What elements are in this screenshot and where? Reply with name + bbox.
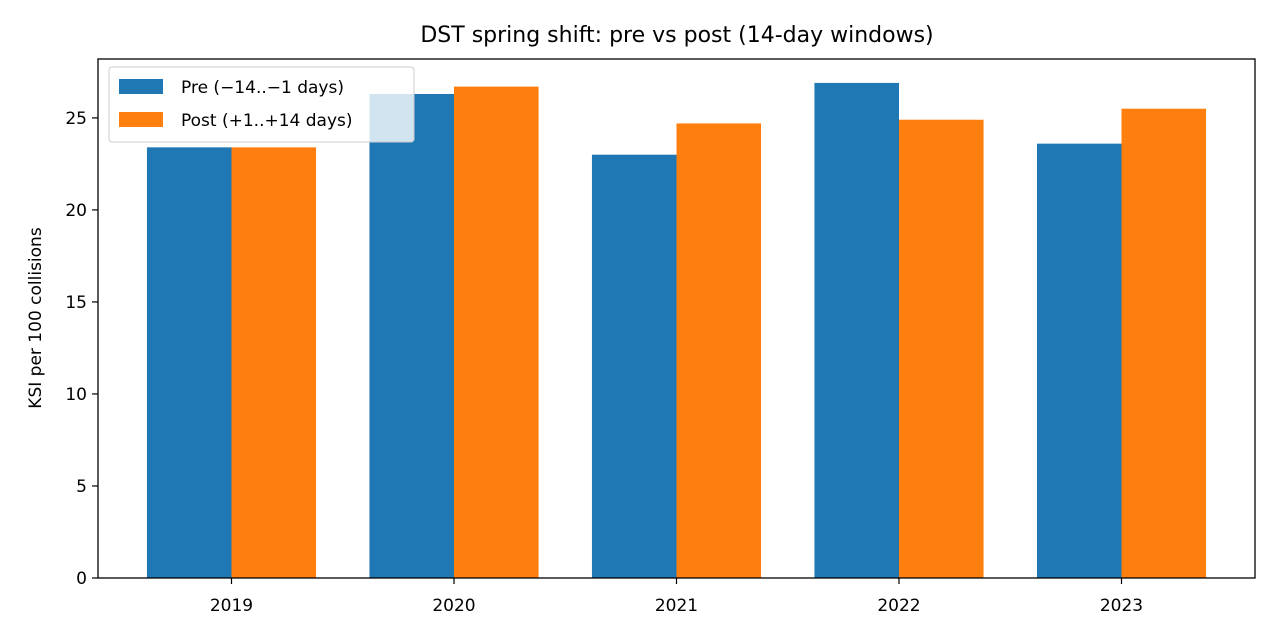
bars-group [146, 82, 1207, 579]
y-tick-label: 25 [65, 109, 87, 129]
legend-frame [108, 66, 415, 143]
x-tick-label: 2019 [210, 596, 253, 616]
plot-frame [97, 58, 1256, 579]
bar-pre-2019 [146, 147, 232, 578]
y-tick-label: 20 [65, 201, 87, 221]
legend: Pre (−14..−1 days) Post (+1..+14 days) [108, 66, 415, 143]
bar-post-2021 [676, 123, 762, 579]
x-axis: 2019 2020 2021 2022 2023 [210, 578, 1143, 616]
x-tick-label: 2023 [1100, 596, 1143, 616]
bar-pre-2021 [591, 154, 677, 578]
bar-post-2019 [231, 147, 317, 578]
legend-swatch-pre [119, 79, 163, 94]
y-tick-label: 0 [76, 569, 87, 589]
bar-post-2020 [454, 86, 539, 578]
y-axis: 0 5 10 15 20 25 [65, 109, 98, 589]
bar-pre-2022 [814, 82, 899, 578]
y-tick-label: 10 [65, 385, 87, 405]
x-tick-label: 2020 [432, 596, 475, 616]
legend-label-post: Post (+1..+14 days) [181, 111, 353, 131]
x-tick-label: 2022 [877, 596, 920, 616]
legend-label-pre: Pre (−14..−1 days) [181, 78, 344, 98]
bar-pre-2020 [369, 93, 454, 579]
x-tick-label: 2021 [655, 596, 698, 616]
chart-title: DST spring shift: pre vs post (14-day wi… [420, 23, 933, 48]
bar-post-2022 [899, 119, 984, 578]
legend-swatch-post [119, 112, 163, 127]
bar-pre-2023 [1036, 143, 1122, 578]
y-tick-label: 5 [76, 477, 87, 497]
y-axis-label: KSI per 100 collisions [26, 227, 46, 409]
y-tick-label: 15 [65, 293, 87, 313]
bar-post-2023 [1121, 108, 1207, 578]
